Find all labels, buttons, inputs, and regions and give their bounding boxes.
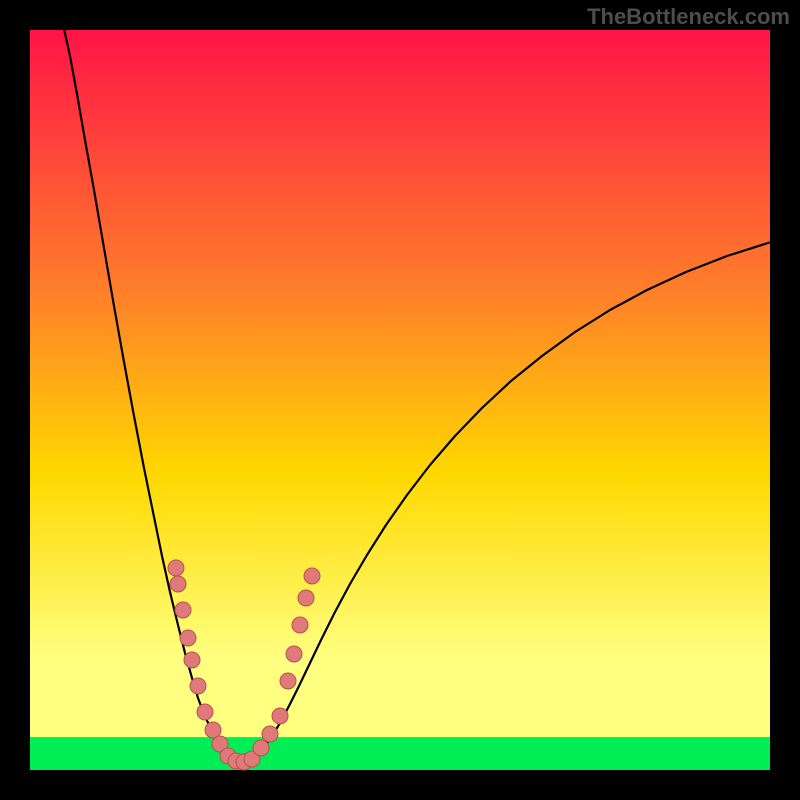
data-marker: [298, 590, 314, 606]
data-marker: [168, 560, 184, 576]
data-marker: [170, 576, 186, 592]
data-marker: [184, 652, 200, 668]
plot-background: [30, 30, 770, 770]
data-marker: [280, 673, 296, 689]
data-marker: [286, 646, 302, 662]
data-marker: [180, 630, 196, 646]
data-marker: [272, 708, 288, 724]
data-marker: [205, 722, 221, 738]
watermark-text: TheBottleneck.com: [587, 4, 790, 30]
data-marker: [253, 740, 269, 756]
data-marker: [190, 678, 206, 694]
bottleneck-chart: [0, 0, 800, 800]
data-marker: [304, 568, 320, 584]
data-marker: [262, 726, 278, 742]
data-marker: [175, 602, 191, 618]
data-marker: [197, 704, 213, 720]
data-marker: [292, 617, 308, 633]
